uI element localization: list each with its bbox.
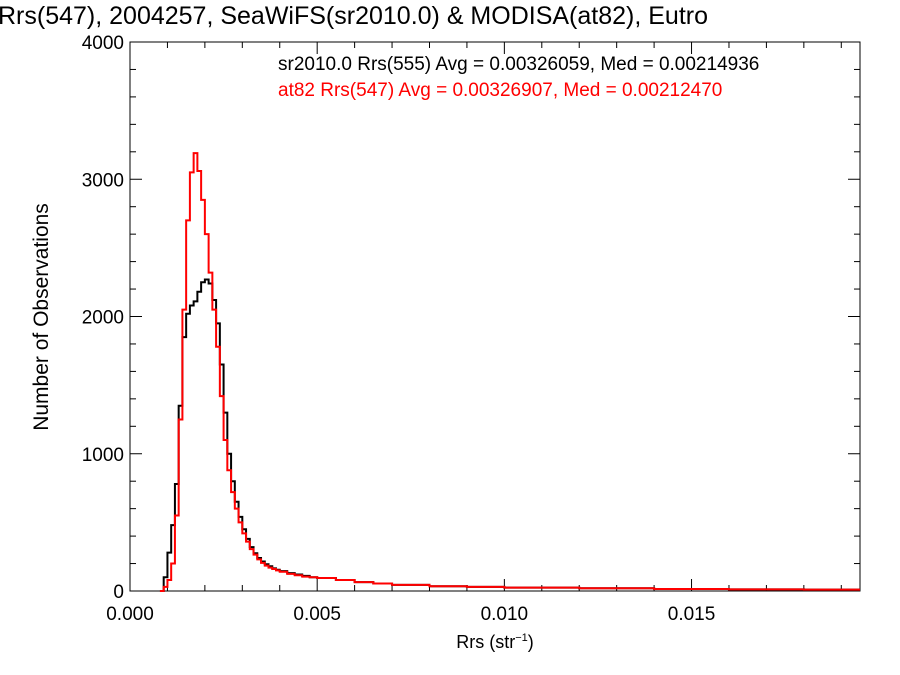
axis-ticks: 0.000 0.005 0.010 0.015 0 1000 2000 3000 4000: [82, 33, 860, 625]
y-tick-label: 0: [113, 582, 124, 603]
series-group: [159, 152, 860, 592]
series-line-2: [159, 152, 860, 592]
legend-entry-2: at82 Rrs(547) Avg = 0.00326907, Med = 0.…: [278, 80, 722, 101]
y-tick-label: 4000: [82, 33, 124, 54]
y-tick-label: 1000: [82, 445, 124, 466]
legend-entry-1: sr2010.0 Rrs(555) Avg = 0.00326059, Med …: [278, 54, 759, 75]
x-tick-label: 0.010: [481, 604, 529, 625]
series-line-1: [159, 278, 860, 592]
y-tick-label: 2000: [82, 308, 124, 329]
x-tick-label: 0.000: [106, 604, 154, 625]
y-axis-label: Number of Observations: [30, 203, 53, 431]
x-tick-label: 0.015: [668, 604, 716, 625]
y-tick-label: 3000: [82, 170, 124, 191]
x-axis-label: Rrs (str−1): [456, 632, 534, 652]
legend: sr2010.0 Rrs(555) Avg = 0.00326059, Med …: [278, 54, 759, 101]
x-tick-label: 0.005: [293, 604, 341, 625]
chart-title: Rrs(547), 2004257, SeaWiFS(sr2010.0) & M…: [0, 2, 708, 30]
